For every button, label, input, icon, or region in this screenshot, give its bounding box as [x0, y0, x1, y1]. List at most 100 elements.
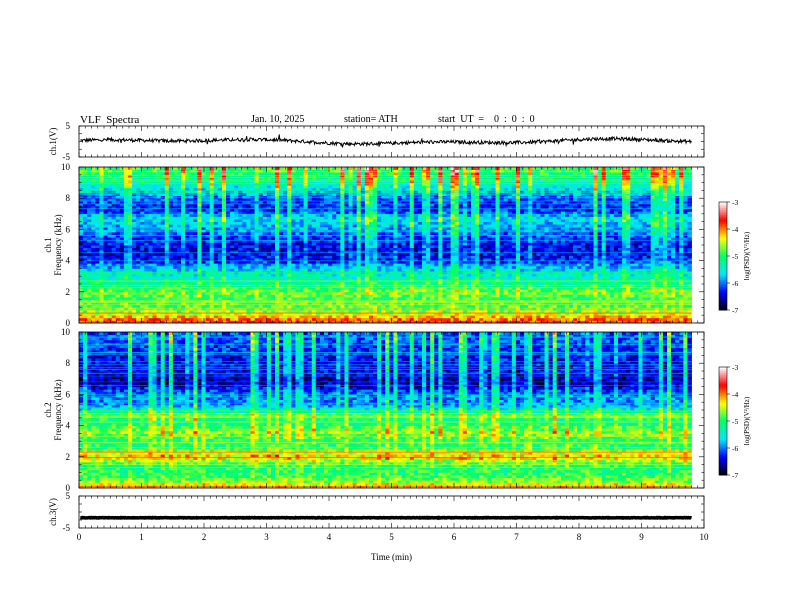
colorbar-swatch	[719, 374, 727, 377]
colorbar-swatch	[719, 266, 727, 270]
colorbar-swatch	[719, 302, 727, 306]
y-tick-label: 4	[66, 421, 71, 431]
spec1-heatmap	[79, 167, 692, 324]
colorbar-swatch	[719, 469, 727, 472]
colorbar-swatch	[719, 406, 727, 409]
colorbar-swatch	[719, 256, 727, 259]
y-tick-label: -5	[63, 523, 71, 533]
colorbar-swatch	[719, 397, 727, 400]
colorbar-swatch	[719, 453, 727, 456]
colorbar-swatch	[719, 467, 727, 471]
x-tick-label: 10	[700, 532, 710, 542]
colorbar-swatch	[719, 211, 727, 214]
colorbar-swatch	[719, 239, 727, 243]
colorbar-swatch	[719, 464, 727, 467]
colorbar-swatch	[719, 395, 727, 399]
colorbar-swatch	[719, 404, 727, 408]
colorbar-tick-label: -5	[732, 417, 738, 426]
x-tick-label: 7	[514, 532, 519, 542]
colorbar-swatch	[719, 306, 727, 309]
colorbar-swatch	[719, 254, 727, 257]
x-tick-label: 8	[577, 532, 582, 542]
colorbar-swatch	[719, 203, 727, 207]
colorbar-swatch	[719, 426, 727, 429]
colorbar-swatch	[719, 288, 727, 291]
colorbar-swatch	[719, 437, 727, 440]
colorbar-swatch	[719, 392, 727, 395]
colorbar-swatch	[719, 473, 727, 476]
colorbar-swatch	[719, 457, 727, 460]
colorbar-swatch	[719, 368, 727, 372]
colorbar-swatch	[719, 248, 727, 252]
chart-title: VLF Spectra	[80, 114, 140, 126]
colorbar-swatch	[719, 304, 727, 307]
colorbar-swatch	[719, 295, 727, 298]
colorbar-swatch	[719, 451, 727, 454]
colorbar-swatch	[719, 372, 727, 375]
colorbar-swatch	[719, 388, 727, 391]
y-tick-label: -5	[63, 152, 71, 162]
colorbar-swatch	[719, 446, 727, 449]
colorbar-swatch	[719, 412, 727, 415]
colorbar-label: log(PSD)(V²/Hz)	[743, 396, 751, 445]
colorbar-swatch	[719, 466, 727, 469]
colorbar-swatch	[719, 232, 727, 235]
colorbar-tick-label: -3	[732, 198, 738, 207]
colorbar-tick-label: -5	[732, 252, 738, 261]
x-tick-label: 4	[327, 532, 332, 542]
colorbar-swatch	[719, 227, 727, 230]
colorbar-swatch	[719, 259, 727, 262]
spec2-ylabel: Frequency (kHz)	[53, 379, 63, 440]
colorbar-swatch	[719, 284, 727, 288]
colorbar-tick-label: -6	[732, 444, 738, 453]
colorbar-swatch	[719, 221, 727, 225]
colorbar-swatch	[719, 424, 727, 427]
colorbar-swatch	[719, 381, 727, 384]
colorbar-swatch	[719, 440, 727, 444]
date-label: Jan. 10, 2025	[251, 114, 305, 125]
colorbar-swatch	[719, 431, 727, 435]
x-tick-label: 9	[639, 532, 644, 542]
colorbar-swatch	[719, 471, 727, 474]
colorbar-swatch	[719, 308, 727, 311]
colorbar-swatch	[719, 377, 727, 381]
colorbar-swatch	[719, 413, 727, 417]
colorbar-swatch	[719, 218, 727, 221]
colorbar-swatch	[719, 458, 727, 462]
colorbar-swatch	[719, 229, 727, 232]
y-tick-label: 5	[66, 121, 71, 131]
colorbar-swatch	[719, 216, 727, 219]
y-tick-label: 10	[61, 162, 71, 172]
colorbar-swatch	[719, 399, 727, 402]
colorbar-swatch	[719, 243, 727, 246]
colorbar-swatch	[719, 428, 727, 431]
colorbar-swatch	[719, 202, 727, 205]
colorbar-swatch	[719, 241, 727, 244]
y-tick-label: 2	[66, 287, 71, 297]
colorbar-swatch	[719, 444, 727, 447]
ch1-waveform	[80, 134, 692, 148]
colorbar-swatch	[719, 422, 727, 426]
colorbar-swatch	[719, 272, 727, 275]
y-tick-label: 10	[61, 327, 71, 337]
colorbar-tick-label: -7	[732, 306, 738, 315]
colorbar-swatch	[719, 383, 727, 386]
colorbar-swatch	[719, 268, 727, 271]
colorbar-swatch	[719, 286, 727, 289]
spec1-ylabel: ch.1	[43, 237, 53, 252]
x-axis-label: Time (min)	[371, 552, 412, 562]
x-tick-label: 6	[452, 532, 457, 542]
colorbar-swatch	[719, 417, 727, 420]
x-tick-label: 3	[264, 532, 269, 542]
colorbar-swatch	[719, 442, 727, 445]
colorbar-swatch	[719, 263, 727, 266]
colorbar-swatch	[719, 460, 727, 463]
y-tick-label: 8	[66, 358, 71, 368]
colorbar-swatch	[719, 281, 727, 284]
colorbar-swatch	[719, 290, 727, 293]
y-tick-label: 5	[66, 491, 71, 501]
colorbar-swatch	[719, 209, 727, 212]
colorbar-swatch	[719, 462, 727, 465]
colorbar-swatch	[719, 236, 727, 239]
